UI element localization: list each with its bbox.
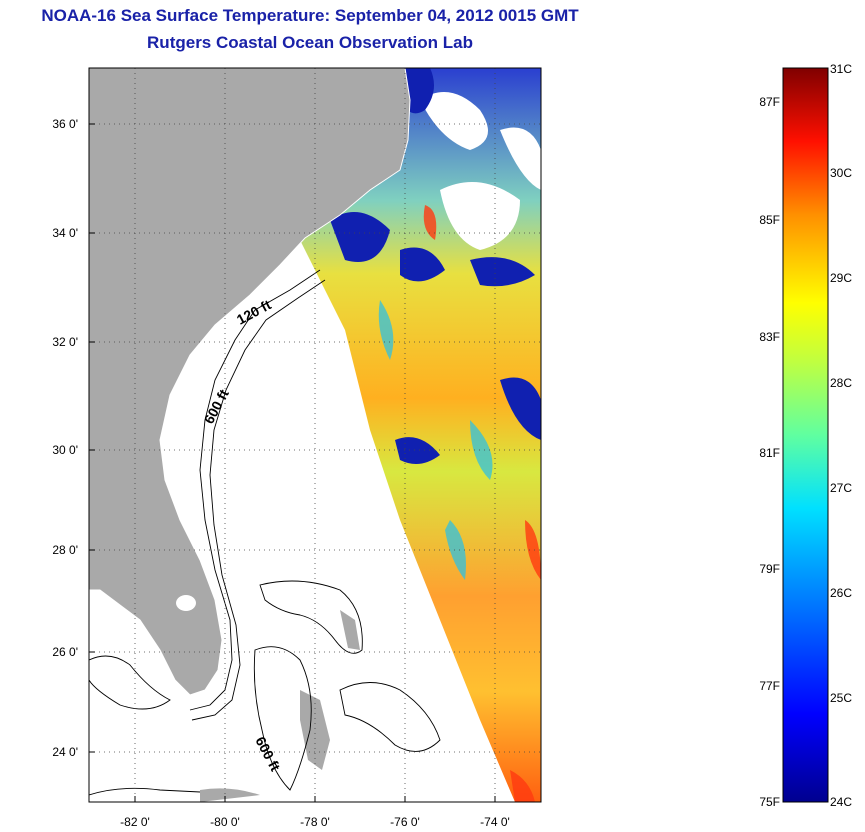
cold-water-patches <box>330 68 541 464</box>
lat-tick-label: 26 0' <box>52 645 78 659</box>
colorbar-label-c: 28C <box>830 376 853 390</box>
colorbar-label-f: 81F <box>759 446 780 460</box>
lat-tick-label: 24 0' <box>52 745 78 759</box>
land-mass-us-coast <box>89 68 411 696</box>
lat-tick-label: 30 0' <box>52 443 78 457</box>
colorbar-label-c: 30C <box>830 166 853 180</box>
colorbar-label-c: 26C <box>830 586 853 600</box>
colorbar <box>782 67 829 803</box>
lat-tick-label: 34 0' <box>52 226 78 240</box>
chart-subtitle: Rutgers Coastal Ocean Observation Lab <box>147 33 473 52</box>
colorbar-label-c: 29C <box>830 271 853 285</box>
colorbar-label-c: 27C <box>830 481 853 495</box>
lon-tick-label: -80 0' <box>210 815 240 829</box>
lake-okeechobee <box>176 595 196 611</box>
colorbar-label-f: 79F <box>759 562 780 576</box>
colorbar-label-f: 87F <box>759 95 780 109</box>
colorbar-label-f: 75F <box>759 795 780 809</box>
lat-tick-label: 28 0' <box>52 543 78 557</box>
colorbar-label-c: 24C <box>830 795 853 809</box>
teal-patches <box>378 300 493 580</box>
chart-title: NOAA-16 Sea Surface Temperature: Septemb… <box>41 6 579 25</box>
lon-tick-label: -78 0' <box>300 815 330 829</box>
lon-tick-label: -82 0' <box>120 815 150 829</box>
cloud-mask <box>420 92 541 250</box>
lon-tick-label: -76 0' <box>390 815 420 829</box>
lon-tick-label: -74 0' <box>480 815 510 829</box>
lat-tick-label: 32 0' <box>52 335 78 349</box>
colorbar-label-c: 31C <box>830 62 853 76</box>
colorbar-label-c: 25C <box>830 691 853 705</box>
colorbar-label-f: 85F <box>759 213 780 227</box>
lat-tick-label: 36 0' <box>52 117 78 131</box>
colorbar-label-f: 77F <box>759 679 780 693</box>
colorbar-label-f: 83F <box>759 330 780 344</box>
bahamas-islands <box>200 610 360 802</box>
graticule <box>89 68 541 802</box>
bathymetry-contours <box>89 269 441 796</box>
